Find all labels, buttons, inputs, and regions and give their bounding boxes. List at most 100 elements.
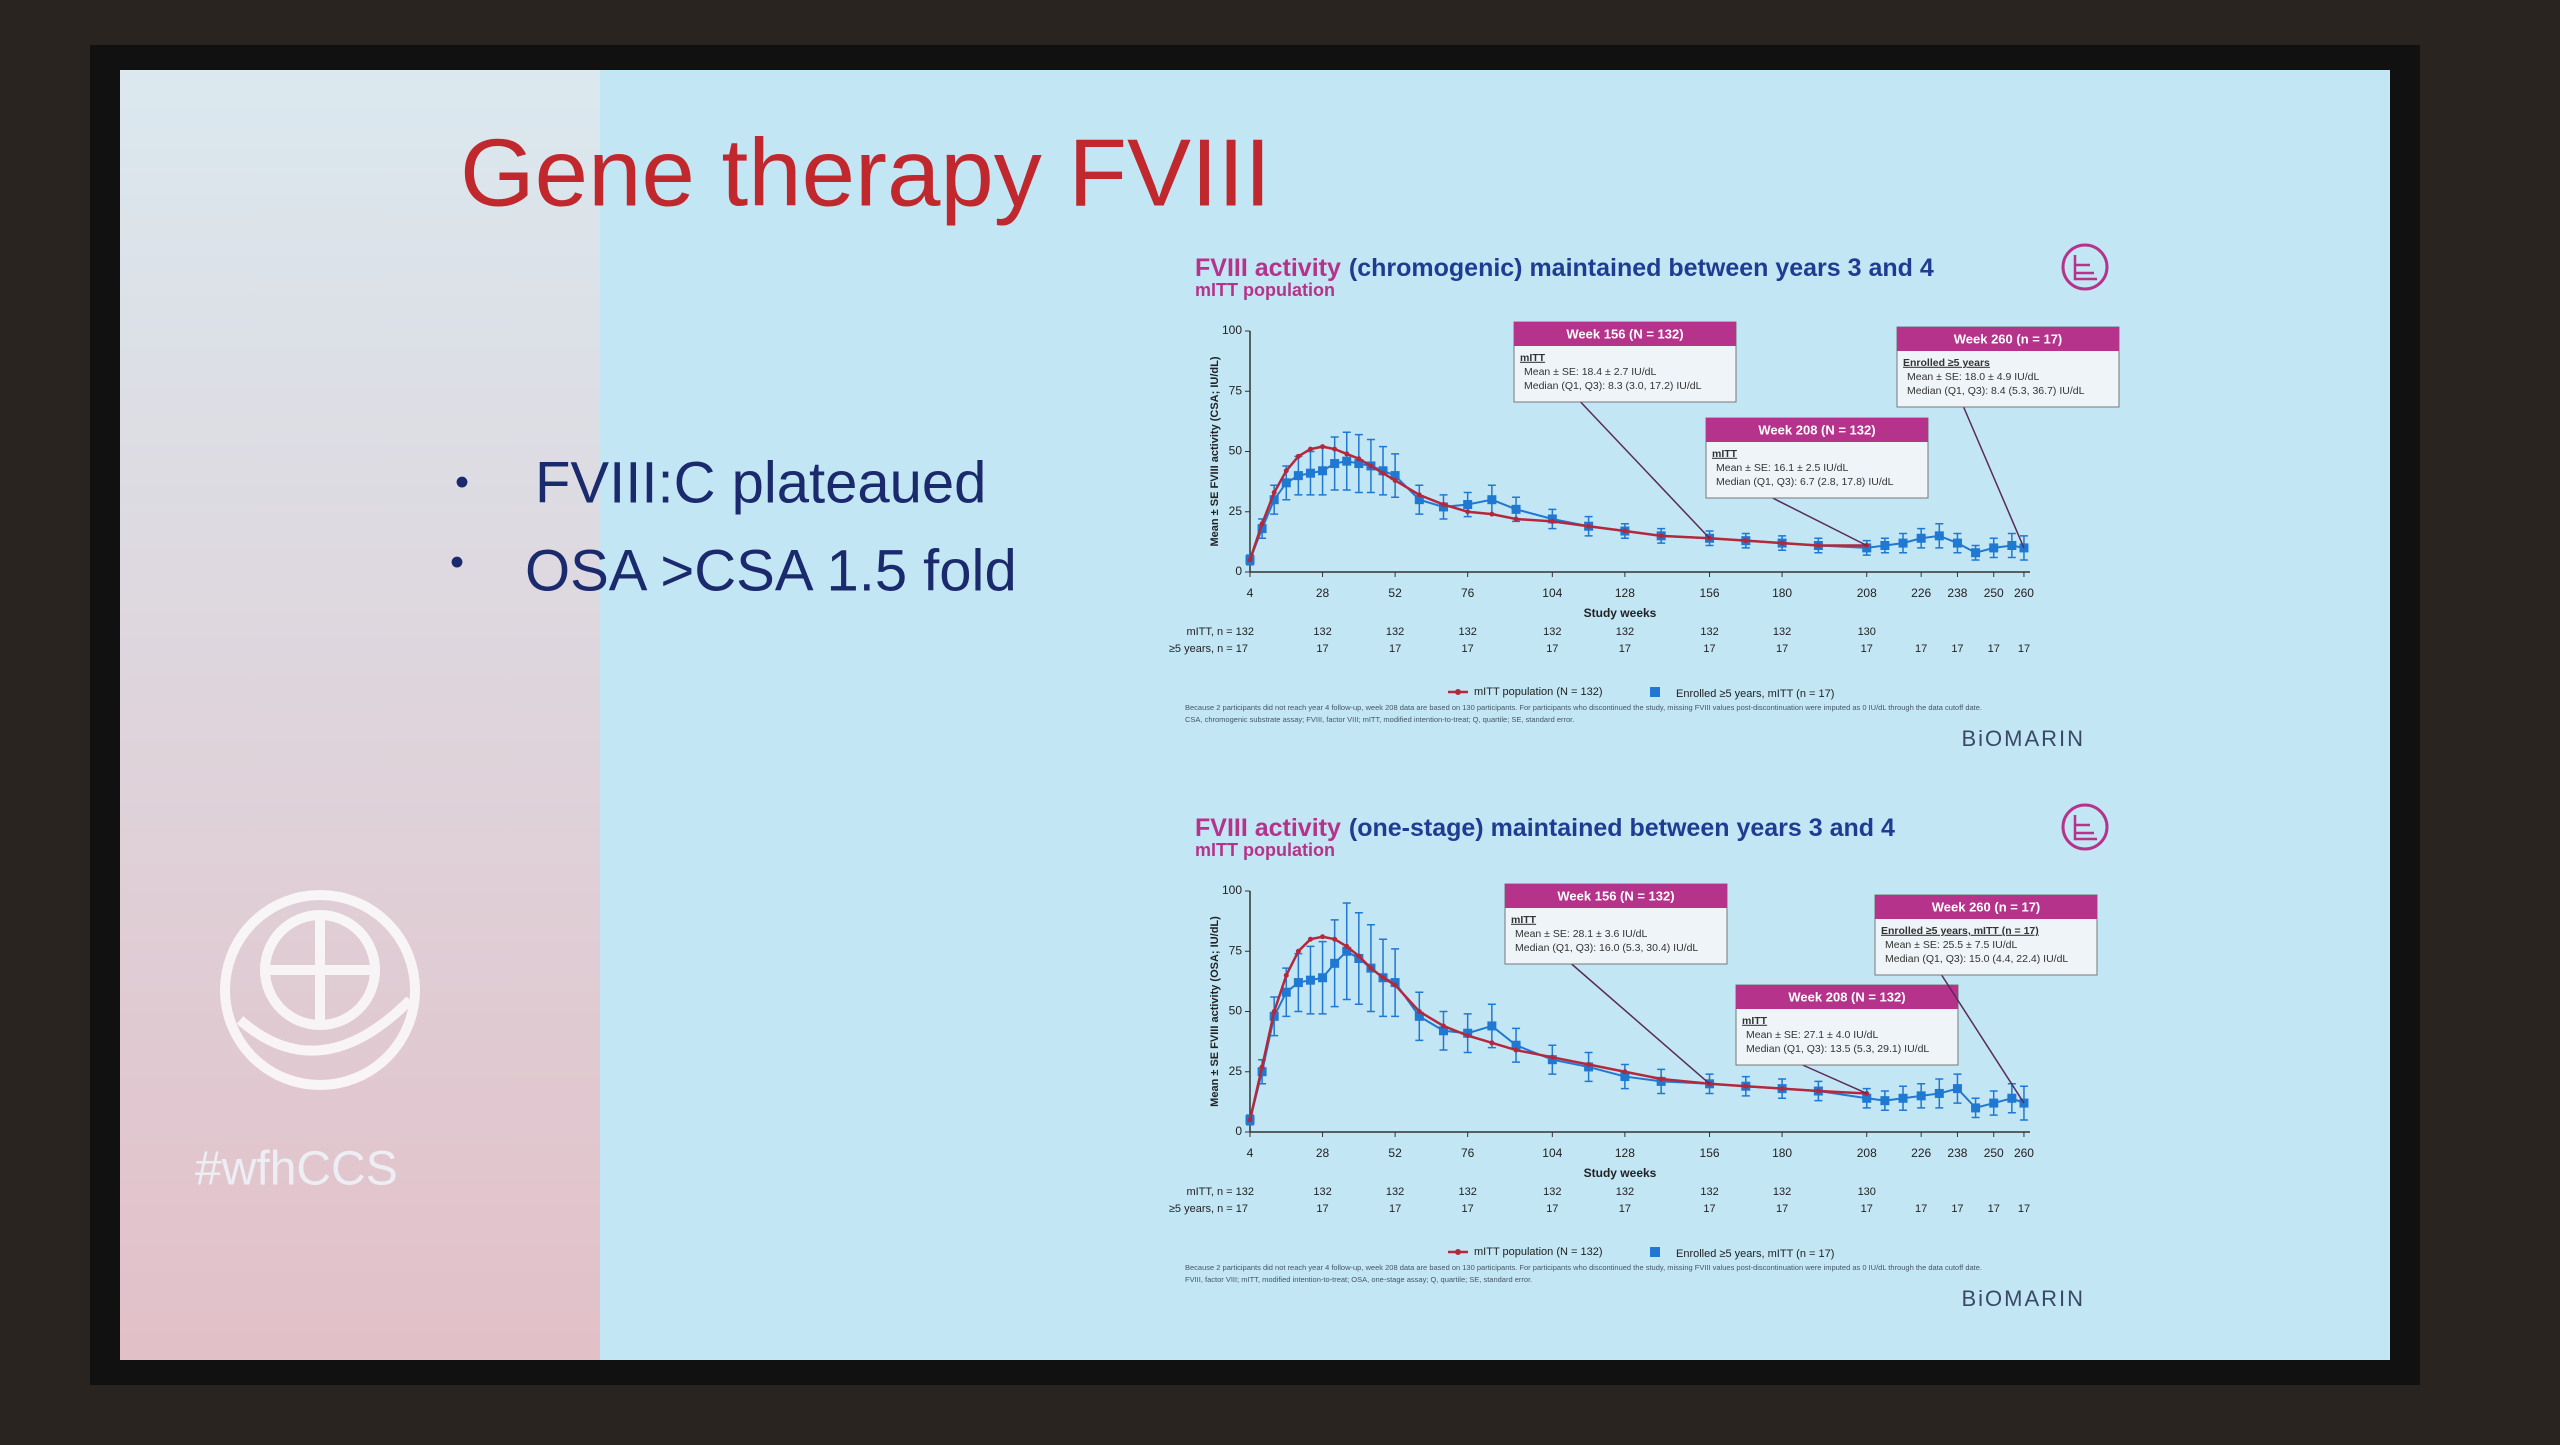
callout-header: Week 156 (N = 132) (1557, 888, 1674, 903)
risk-value: 17 (1389, 1203, 1401, 1215)
marker (1971, 1103, 1981, 1113)
callout-line: Median (Q1, Q3): 16.0 (5.3, 30.4) IU/dL (1515, 942, 1698, 954)
marker (1380, 975, 1386, 981)
marker (1368, 965, 1374, 971)
callout-header: Week 208 (N = 132) (1758, 422, 1875, 437)
menu-icon-glyph (2073, 255, 2097, 281)
risk-value: 17 (1988, 1203, 2000, 1215)
marker (1815, 542, 1821, 548)
marker (1307, 936, 1313, 942)
callout-line: Mean ± SE: 16.1 ± 2.5 IU/dL (1716, 462, 1849, 474)
risk-value: 130 (1858, 626, 1876, 638)
x-tick-label: 52 (1388, 586, 1402, 600)
marker (1305, 468, 1315, 478)
marker (1465, 1033, 1471, 1039)
marker (1271, 1009, 1277, 1014)
x-tick-label: 208 (1857, 586, 1877, 600)
x-tick-label: 52 (1388, 1146, 1402, 1160)
risk-value: 132 (1458, 1186, 1476, 1198)
callout-line: mITT (1742, 1015, 1768, 1027)
x-tick-label: 104 (1542, 586, 1562, 600)
callout-header-bg (1505, 884, 1727, 908)
x-tick-label: 104 (1542, 1146, 1562, 1160)
callout-line: Enrolled ≥5 years (1903, 357, 1990, 369)
marker (1295, 948, 1301, 954)
marker (1916, 1091, 1926, 1101)
marker (1356, 456, 1362, 462)
marker (1989, 1098, 1999, 1108)
callout-line: Median (Q1, Q3): 6.7 (2.8, 17.8) IU/dL (1716, 476, 1894, 488)
legend-swatch (1650, 687, 1660, 697)
menu-icon-glyph (2073, 815, 2097, 841)
risk-value: 132 (1543, 626, 1561, 638)
marker (1332, 936, 1338, 942)
risk-value: 132 (1386, 1186, 1404, 1198)
callout-pointer (1772, 497, 1868, 547)
marker (1283, 972, 1289, 978)
marker (1971, 548, 1981, 558)
marker (1247, 557, 1253, 563)
marker (1658, 533, 1664, 539)
callout-line: Enrolled ≥5 years, mITT (n = 17) (1881, 925, 2039, 937)
marker (1511, 1040, 1521, 1050)
risk-value: 17 (1462, 1203, 1474, 1215)
chart-subtitle: mITT population (1195, 280, 1335, 300)
risk-value: 17 (1988, 643, 2000, 655)
x-tick-label: 180 (1772, 586, 1792, 600)
callout-pointer (1962, 406, 2025, 549)
marker (1513, 516, 1519, 522)
risk-value: 17 (1316, 1203, 1328, 1215)
marker (1487, 1021, 1497, 1031)
risk-value: 132 (1773, 626, 1791, 638)
marker (1318, 466, 1328, 476)
callout-pointer (1580, 401, 1711, 539)
marker (1862, 1093, 1872, 1103)
y-axis-label: Mean ± SE FVIII activity (OSA; IU/dL) (1209, 916, 1221, 1107)
marker (1549, 1054, 1555, 1060)
menu-icon (2061, 243, 2109, 291)
x-tick-label: 4 (1247, 1146, 1254, 1160)
x-tick-label: 76 (1461, 586, 1475, 600)
risk-value: 132 (1616, 1186, 1634, 1198)
marker (1779, 1086, 1785, 1092)
chart-title: FVIII activity (chromogenic) maintained b… (1195, 254, 1934, 282)
y-tick-label: 25 (1229, 504, 1243, 518)
marker (1487, 495, 1497, 505)
bullet: OSA >CSA 1.5 fold (525, 538, 1017, 603)
marker (1259, 521, 1265, 527)
marker (1586, 523, 1592, 529)
callout-header: Week 260 (n = 17) (1932, 899, 2041, 914)
marker (1916, 533, 1926, 543)
x-tick-label: 128 (1615, 586, 1635, 600)
risk-value: 132 (1458, 626, 1476, 638)
x-tick-label: 28 (1316, 586, 1330, 600)
marker (1320, 444, 1326, 450)
marker (1880, 1096, 1890, 1106)
callout-line: Median (Q1, Q3): 8.4 (5.3, 36.7) IU/dL (1907, 385, 2085, 397)
x-tick-label: 226 (1911, 1146, 1931, 1160)
marker (1989, 543, 1999, 553)
marker (1295, 453, 1301, 459)
marker (1342, 946, 1352, 956)
globe-icon (220, 890, 420, 1090)
risk-row-label: ≥5 years, n = 17 (1169, 1203, 1248, 1215)
risk-value: 17 (1915, 1203, 1927, 1215)
bullet-dot: • (450, 541, 464, 585)
marker (1489, 1040, 1495, 1046)
logo: BiOMARIN (1961, 726, 2085, 751)
marker (1392, 982, 1398, 988)
marker (1354, 459, 1364, 469)
y-tick-label: 100 (1222, 883, 1242, 897)
marker (1463, 500, 1473, 510)
callout-line: Median (Q1, Q3): 13.5 (5.3, 29.1) IU/dL (1746, 1043, 1929, 1055)
x-tick-label: 260 (2014, 1146, 2034, 1160)
marker (1305, 975, 1315, 985)
callout-line: Median (Q1, Q3): 8.3 (3.0, 17.2) IU/dL (1524, 380, 1702, 392)
legend-label: mITT population (N = 132) (1474, 686, 1603, 698)
risk-value: 17 (1951, 643, 1963, 655)
risk-row-label: mITT, n = 132 (1186, 1186, 1254, 1198)
callout-line: Median (Q1, Q3): 15.0 (4.4, 22.4) IU/dL (1885, 953, 2068, 965)
y-tick-label: 50 (1229, 1004, 1243, 1018)
marker (1438, 1026, 1448, 1036)
callout-pointer (1802, 1064, 1868, 1095)
